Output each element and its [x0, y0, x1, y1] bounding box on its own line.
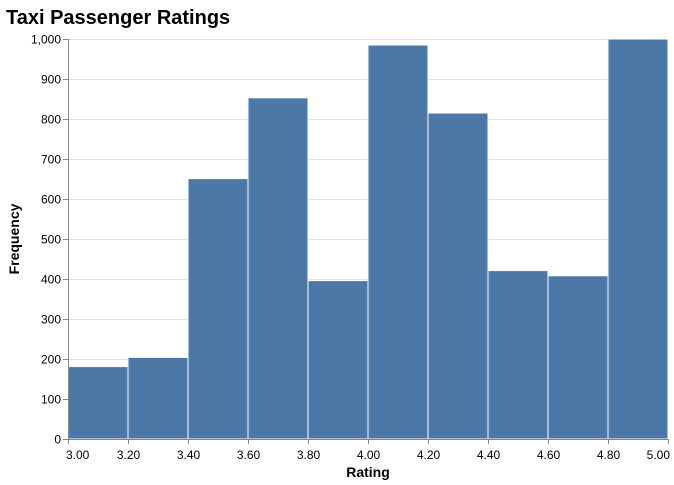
chart-title: Taxi Passenger Ratings — [6, 7, 230, 29]
x-axis-title: Rating — [346, 464, 390, 480]
x-tick-label: 3.60 — [237, 448, 261, 462]
y-axis: 0 100 200 300 400 500 600 700 800 900 1,000 — [31, 33, 69, 447]
histogram-bar — [547, 275, 609, 440]
y-tick-label: 400 — [41, 273, 61, 287]
x-tick-label: 4.20 — [417, 448, 441, 462]
y-tick-label: 500 — [41, 233, 61, 247]
histogram-bar — [367, 44, 429, 440]
y-tick-label: 300 — [41, 313, 61, 327]
y-tick-label: 0 — [54, 433, 61, 447]
y-tick-label: 600 — [41, 193, 61, 207]
histogram-bar — [307, 280, 369, 440]
y-tick-label: 100 — [41, 393, 61, 407]
x-tick-label: 5.00 — [647, 448, 671, 462]
x-axis: 3.00 3.20 3.40 3.60 3.80 4.00 4.20 4.40 4.60 4.80… — [66, 439, 670, 462]
y-axis-title: Frequency — [6, 203, 22, 274]
histogram-bar — [607, 38, 669, 440]
histogram-bar — [67, 366, 129, 440]
histogram-bar — [127, 356, 189, 440]
histogram-bar — [487, 270, 549, 440]
x-tick-label: 3.00 — [66, 448, 90, 462]
bars — [67, 38, 669, 440]
y-tick-label: 900 — [41, 73, 61, 87]
x-tick-label: 4.60 — [537, 448, 561, 462]
y-tick-label: 800 — [41, 113, 61, 127]
histogram-bar — [427, 112, 489, 440]
histogram-bar — [247, 97, 309, 440]
y-tick-label: 700 — [41, 153, 61, 167]
x-tick-label: 4.40 — [477, 448, 501, 462]
x-tick-label: 4.80 — [597, 448, 621, 462]
histogram-bar — [187, 178, 249, 440]
y-tick-label: 1,000 — [31, 33, 61, 47]
x-tick-label: 3.40 — [177, 448, 201, 462]
x-tick-label: 3.80 — [297, 448, 321, 462]
x-tick-label: 3.20 — [117, 448, 141, 462]
y-tick-label: 200 — [41, 353, 61, 367]
x-tick-label: 4.00 — [357, 448, 381, 462]
